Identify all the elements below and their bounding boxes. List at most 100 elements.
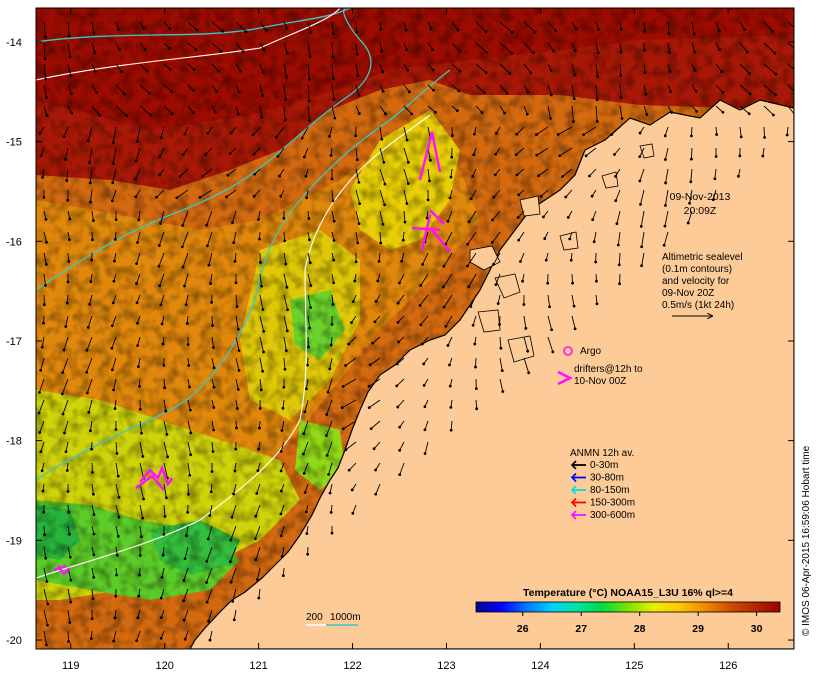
velocity-arrow	[426, 189, 430, 202]
velocity-arrow	[398, 273, 405, 285]
velocity-arrow	[614, 168, 621, 178]
velocity-arrow	[521, 273, 525, 283]
velocity-arrow	[160, 315, 165, 326]
velocity-arrow	[341, 378, 357, 388]
velocity-arrow	[355, 105, 361, 115]
velocity-arrow	[327, 462, 333, 476]
velocity-arrow	[498, 315, 501, 326]
velocity-arrow	[228, 147, 237, 155]
velocity-arrow	[326, 378, 333, 394]
velocity-arrow	[135, 294, 141, 305]
velocity-arrow	[138, 399, 142, 411]
velocity-arrow	[302, 147, 309, 159]
velocity-arrow	[739, 105, 751, 116]
velocity-arrow	[66, 273, 70, 284]
velocity-arrow	[763, 42, 777, 55]
velocity-arrow	[279, 504, 285, 516]
velocity-arrow	[303, 483, 309, 494]
velocity-arrow	[403, 21, 408, 32]
velocity-arrow	[211, 105, 217, 114]
velocity-arrow	[475, 105, 484, 114]
velocity-arrow	[187, 462, 192, 477]
velocity-arrow	[571, 42, 577, 52]
velocity-arrow	[258, 231, 261, 241]
velocity-arrow	[67, 609, 72, 624]
velocity-arrow	[60, 378, 69, 396]
velocity-arrow	[211, 84, 218, 93]
velocity-arrow	[159, 126, 165, 140]
velocity-arrow	[307, 42, 312, 58]
velocity-arrow	[542, 210, 549, 219]
velocity-arrow	[274, 126, 285, 139]
velocity-arrow	[304, 504, 309, 514]
velocity-arrow	[568, 231, 573, 241]
velocity-arrow	[351, 504, 357, 515]
velocity-arrow	[451, 42, 462, 53]
velocity-arrow	[67, 84, 73, 96]
velocity-arrow	[398, 441, 405, 452]
velocity-arrow	[331, 294, 335, 306]
velocity-arrow	[110, 189, 117, 203]
velocity-arrow	[136, 315, 141, 325]
contour-200m	[36, 8, 341, 81]
velocity-arrow	[163, 84, 174, 94]
velocity-arrow	[225, 189, 237, 199]
isobath-1000-label: 1000m	[330, 612, 361, 623]
velocity-arrow	[449, 168, 453, 179]
velocity-arrow	[182, 567, 189, 582]
velocity-arrow	[67, 210, 72, 221]
velocity-arrow	[259, 105, 263, 119]
velocity-arrow	[617, 252, 621, 267]
velocity-arrow	[181, 252, 189, 269]
velocity-arrow	[325, 399, 333, 416]
velocity-arrow	[423, 420, 429, 432]
velocity-arrow	[395, 357, 405, 366]
velocity-arrow	[307, 231, 311, 242]
velocity-arrow	[472, 147, 477, 157]
velocity-arrow	[556, 126, 573, 136]
velocity-arrow	[640, 231, 645, 249]
velocity-arrow	[115, 504, 121, 519]
velocity-arrow	[539, 189, 549, 198]
velocity-arrow	[41, 483, 45, 493]
velocity-arrow	[331, 63, 335, 81]
velocity-arrow	[614, 189, 621, 202]
velocity-arrow	[422, 378, 429, 387]
velocity-arrow	[763, 84, 777, 97]
velocity-arrow	[115, 21, 121, 31]
velocity-arrow	[198, 189, 213, 199]
velocity-arrow	[235, 63, 242, 73]
velocity-arrow	[113, 231, 117, 241]
velocity-arrow	[739, 84, 752, 96]
velocity-arrow	[379, 231, 383, 245]
velocity-arrow	[159, 210, 165, 225]
colorbar-ramp	[475, 601, 781, 613]
velocity-arrow	[571, 84, 576, 101]
velocity-arrow	[441, 273, 453, 289]
velocity-arrow	[667, 63, 672, 73]
velocity-arrow	[643, 42, 646, 52]
velocity-arrow	[667, 42, 671, 54]
velocity-arrow	[689, 168, 693, 184]
velocity-arrow	[89, 273, 93, 283]
velocity-arrow	[329, 336, 333, 347]
anmn-item-label: 150-300m	[590, 498, 635, 509]
velocity-arrow	[379, 168, 387, 186]
velocity-arrow	[427, 84, 435, 92]
velocity-arrow	[523, 84, 530, 94]
drifter-legend: drifters@12h to 10-Nov 00Z	[557, 364, 643, 387]
velocity-arrow	[259, 315, 266, 333]
velocity-arrow	[448, 378, 453, 388]
velocity-arrow	[231, 210, 237, 224]
velocity-arrow	[590, 189, 597, 198]
velocity-arrow	[499, 42, 514, 55]
velocity-arrow	[110, 357, 117, 372]
velocity-arrow	[283, 294, 289, 312]
velocity-arrow	[691, 63, 697, 73]
velocity-arrow	[492, 189, 501, 199]
velocity-arrow	[397, 336, 405, 344]
lat-tick-label: -18	[6, 436, 22, 448]
velocity-arrow	[91, 504, 96, 516]
